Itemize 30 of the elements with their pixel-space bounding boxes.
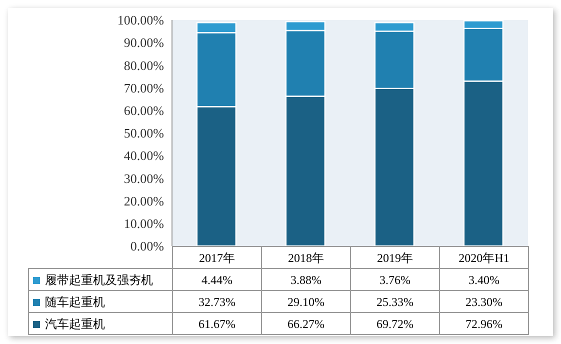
data-label: 69.72% [350,312,440,334]
data-label: 61.67% [172,312,262,334]
y-tick-label: 0.00% [130,238,164,254]
data-label: 32.73% [172,290,262,312]
legend-label: 随车起重机 [28,290,172,312]
x-tick-label: 2017年 [172,246,262,268]
data-label: 29.10% [262,290,350,312]
legend-label: 汽车起重机 [28,312,172,334]
x-tick-label: 2020年H1 [440,246,528,268]
y-tick-label: 90.00% [124,35,164,50]
y-tick-label: 80.00% [124,58,164,73]
data-label: 3.88% [262,268,350,290]
data-label: 66.27% [262,312,350,334]
y-tick-label: 10.00% [124,216,164,232]
y-tick-label: 60.00% [124,103,164,118]
y-tick-label: 40.00% [124,148,164,164]
y-tick-label: 100.00% [117,12,164,28]
data-label: 4.44% [172,268,262,290]
y-tick-label: 30.00% [124,170,164,186]
legend-label: 履带起重机及强夯机 [28,268,172,290]
data-label: 3.40% [440,268,528,290]
x-tick-label: 2018年 [262,246,350,268]
data-label: 3.76% [350,268,440,290]
data-label: 25.33% [350,290,440,312]
y-tick-label: 50.00% [124,126,164,141]
x-tick-label: 2019年 [350,246,440,268]
data-label: 23.30% [440,290,528,312]
data-label: 72.96% [440,312,528,334]
y-tick-label: 70.00% [124,80,164,96]
y-tick-label: 20.00% [124,193,164,208]
